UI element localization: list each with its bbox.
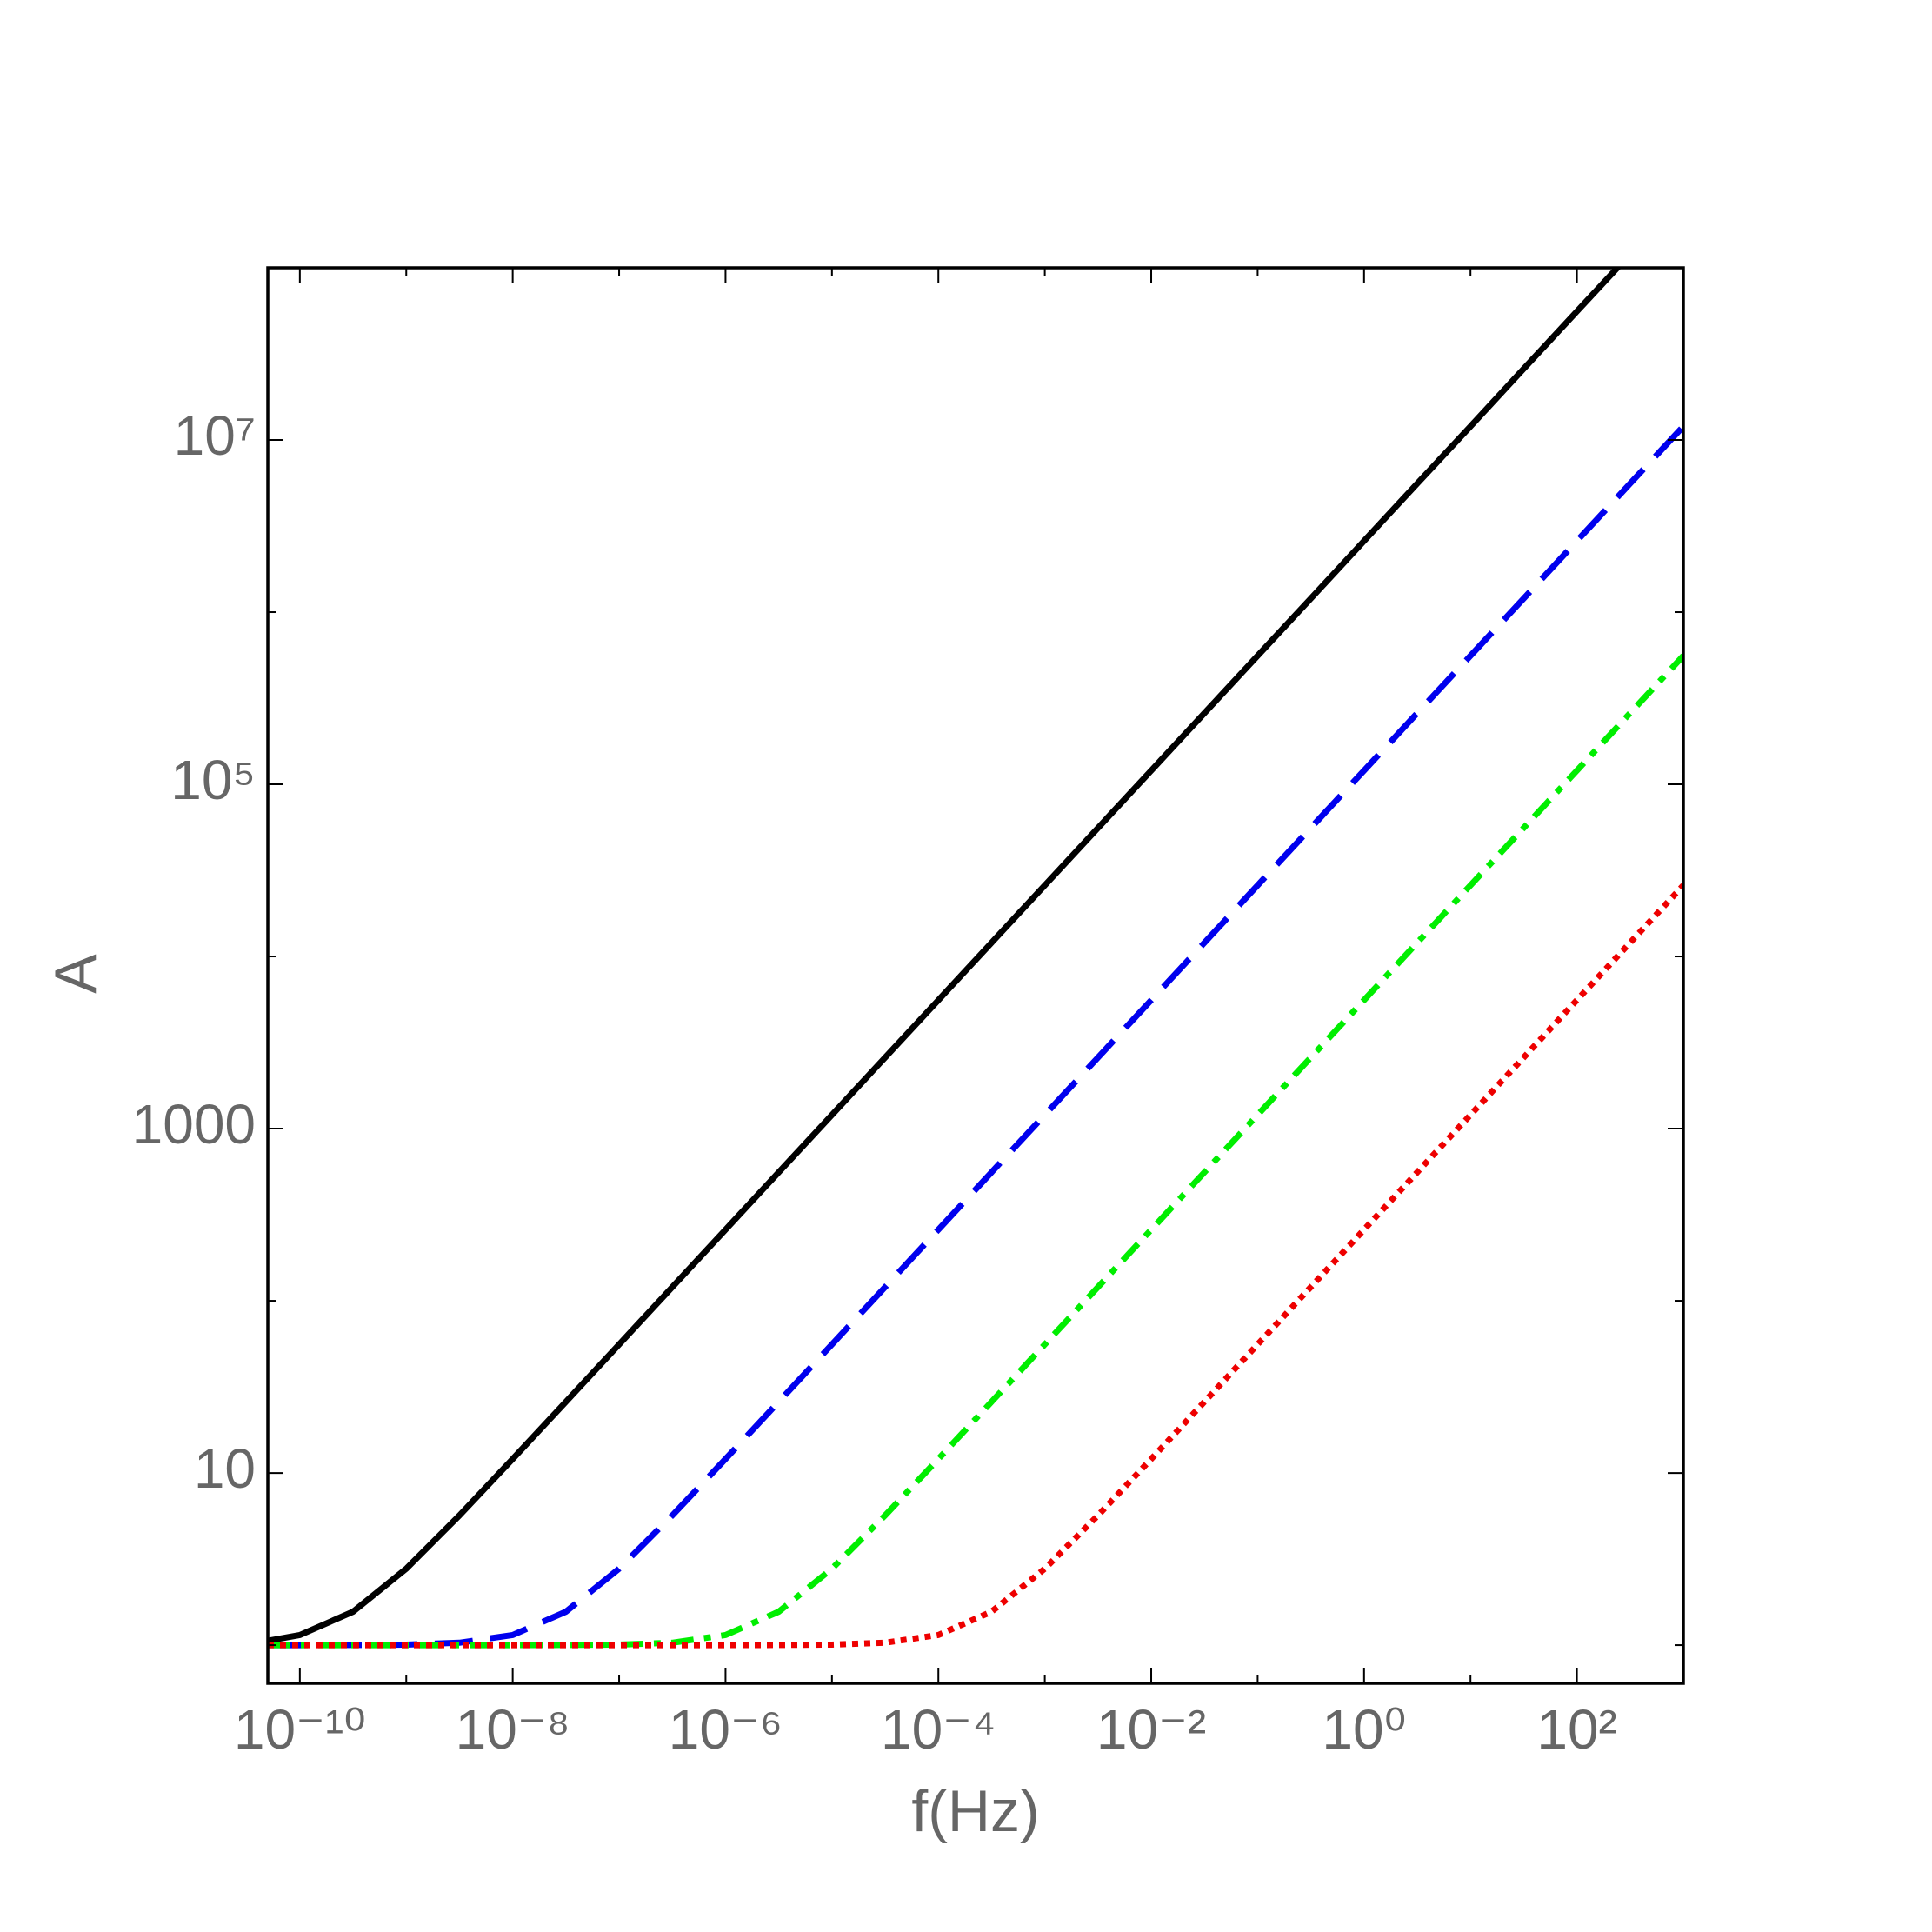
y-tick-label: 1000 <box>132 1093 256 1156</box>
plot-area <box>268 268 1683 1649</box>
x-tick-label: 10² <box>1536 1698 1617 1761</box>
x-axis-label: f(Hz) <box>911 1778 1039 1844</box>
x-tick-label: 10⁻⁴ <box>881 1698 996 1761</box>
series-line <box>268 268 1622 1644</box>
x-tick-label: 10⁻¹⁰ <box>234 1698 366 1761</box>
frame <box>266 266 1685 1685</box>
y-axis-label: A <box>43 954 109 994</box>
x-tick-label: 10⁻⁸ <box>456 1698 570 1761</box>
y-tick-label: 10⁵ <box>170 749 256 811</box>
x-tick-label: 10⁰ <box>1322 1698 1406 1761</box>
y-tick-label: 10 <box>194 1437 256 1500</box>
series-line <box>268 653 1683 1649</box>
series-line <box>268 883 1683 1649</box>
y-tick-label: 10⁷ <box>174 404 256 467</box>
series-line <box>268 423 1683 1649</box>
x-tick-label: 10⁻⁶ <box>669 1698 783 1761</box>
x-tick-label: 10⁻² <box>1096 1698 1206 1761</box>
